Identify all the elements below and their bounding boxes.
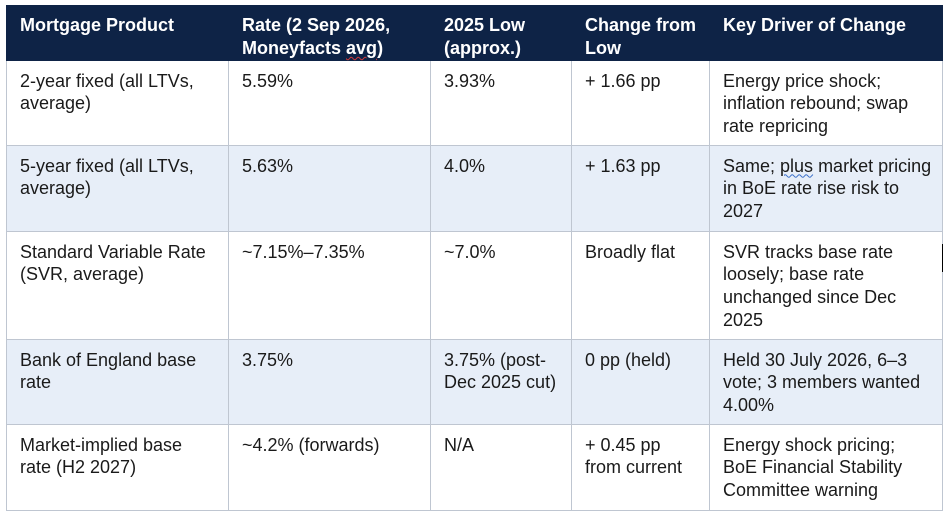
- cell-product: Standard Variable Rate (SVR, average): [6, 230, 229, 340]
- mortgage-rates-table: Mortgage Product Rate (2 Sep 2026, Money…: [6, 5, 943, 511]
- cell-change: 0 pp (held): [571, 338, 710, 425]
- driver-suffix: market pricing in BoE rate rise risk to …: [723, 155, 932, 222]
- cell-2025-low: 4.0%: [430, 144, 572, 232]
- cell-rate: ~7.15%–7.35%: [228, 230, 431, 340]
- table-row: Standard Variable Rate (SVR, average) ~7…: [6, 230, 943, 340]
- cell-change: + 1.66 pp: [571, 59, 710, 146]
- cell-2025-low: ~7.0%: [430, 230, 572, 340]
- header-2025-low: 2025 Low (approx.): [430, 5, 572, 61]
- cell-driver: Held 30 July 2026, 6–3 vote; 3 members w…: [709, 338, 943, 425]
- cell-product: Market-implied base rate (H2 2027): [6, 423, 229, 511]
- cell-rate: 5.63%: [228, 144, 431, 232]
- cell-change: + 1.63 pp: [571, 144, 710, 232]
- header-change-from-low: Change from Low: [571, 5, 710, 61]
- text-cursor: [942, 244, 943, 272]
- table-row: Market-implied base rate (H2 2027) ~4.2%…: [6, 423, 943, 511]
- header-key-driver: Key Driver of Change: [709, 5, 943, 61]
- table-row: 2-year fixed (all LTVs, average) 5.59% 3…: [6, 59, 943, 146]
- cell-change: Broadly flat: [571, 230, 710, 340]
- cell-change: + 0.45 pp from current: [571, 423, 710, 511]
- table-header-row: Mortgage Product Rate (2 Sep 2026, Money…: [6, 5, 943, 61]
- cell-driver: Energy shock pricing; BoE Financial Stab…: [709, 423, 943, 511]
- header-mortgage-product: Mortgage Product: [6, 5, 229, 61]
- spellcheck-flagged-word[interactable]: avg: [346, 37, 378, 58]
- cell-rate: ~4.2% (forwards): [228, 423, 431, 511]
- cell-product: 5-year fixed (all LTVs, average): [6, 144, 229, 232]
- cell-product: Bank of England base rate: [6, 338, 229, 425]
- cell-rate: 3.75%: [228, 338, 431, 425]
- cell-product: 2-year fixed (all LTVs, average): [6, 59, 229, 146]
- cell-driver: Energy price shock; inflation rebound; s…: [709, 59, 943, 146]
- grammar-flagged-word[interactable]: plus: [780, 155, 814, 176]
- cell-2025-low: 3.75% (post-Dec 2025 cut): [430, 338, 572, 425]
- driver-prefix: Same;: [723, 155, 781, 176]
- cell-driver: Same; plus market pricing in BoE rate ri…: [709, 144, 943, 232]
- cell-rate: 5.59%: [228, 59, 431, 146]
- cell-2025-low: N/A: [430, 423, 572, 511]
- table-row: Bank of England base rate 3.75% 3.75% (p…: [6, 338, 943, 425]
- header-rate-suffix: ): [377, 37, 384, 58]
- header-rate-prefix: Rate (2 Sep 2026, Moneyfacts: [242, 15, 391, 58]
- cell-driver: SVR tracks base rate loosely; base rate …: [709, 230, 943, 340]
- header-rate: Rate (2 Sep 2026, Moneyfacts avg): [228, 5, 431, 61]
- table-row: 5-year fixed (all LTVs, average) 5.63% 4…: [6, 144, 943, 232]
- cell-2025-low: 3.93%: [430, 59, 572, 146]
